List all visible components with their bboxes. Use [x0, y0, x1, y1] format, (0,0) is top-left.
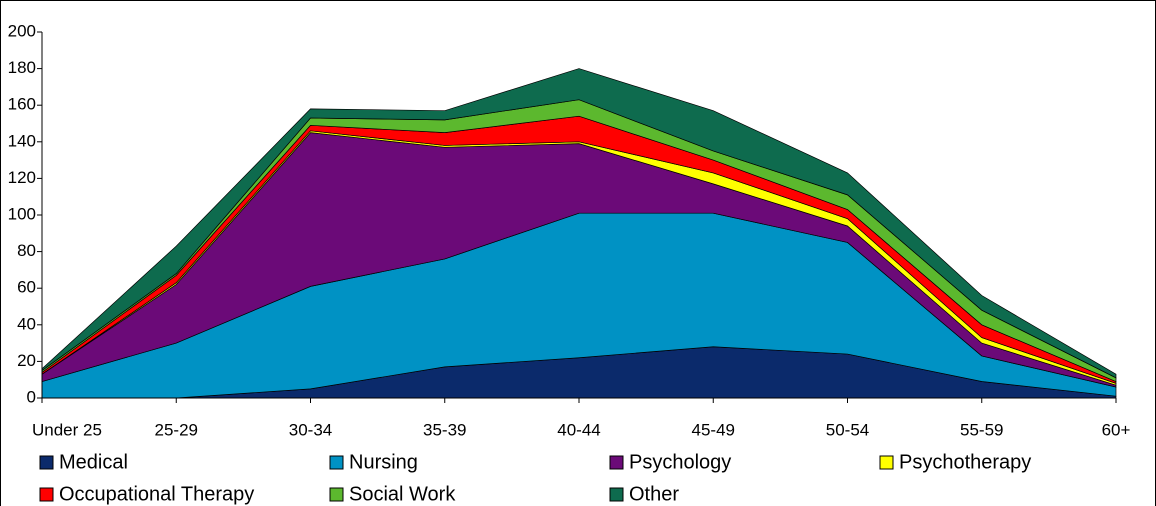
y-tick-label: 120: [8, 168, 36, 187]
legend-label: Occupational Therapy: [59, 483, 254, 505]
x-tick-label: 30-34: [289, 420, 332, 439]
legend-swatch: [609, 487, 624, 502]
x-tick-label: 25-29: [155, 420, 198, 439]
x-tick-label: Under 25: [32, 420, 102, 439]
legend-swatch: [39, 487, 54, 502]
legend-label: Psychology: [629, 451, 731, 473]
legend-label: Other: [629, 483, 679, 505]
legend: Medical Nursing Psychology Psychotherapy Occ…: [39, 451, 1031, 505]
y-tick-label: 180: [8, 58, 36, 77]
x-tick-label: 45-49: [692, 420, 735, 439]
legend-swatch: [39, 455, 54, 470]
legend-label: Psychotherapy: [899, 451, 1031, 473]
y-tick-label: 140: [8, 131, 36, 150]
legend-label: Nursing: [349, 451, 418, 473]
legend-swatch: [609, 455, 624, 470]
y-tick-label: 200: [8, 21, 36, 40]
legend-swatch: [329, 455, 344, 470]
x-tick-label: 50-54: [826, 420, 869, 439]
x-tick-label: 60+: [1102, 420, 1131, 439]
y-tick-label: 80: [17, 241, 36, 260]
y-tick-label: 160: [8, 95, 36, 114]
legend-label: Social Work: [349, 483, 456, 505]
area: [41, 68, 1117, 379]
legend-swatch: [329, 487, 344, 502]
x-tick-label: 55-59: [960, 420, 1003, 439]
y-tick-label: 100: [8, 204, 36, 223]
legend-label: Medical: [59, 451, 128, 473]
x-tick-label: 40-44: [557, 420, 600, 439]
x-tick-label: 35-39: [423, 420, 466, 439]
legend-swatch: [879, 455, 894, 470]
y-tick-label: 40: [17, 314, 36, 333]
y-tick-label: 0: [27, 387, 36, 406]
y-tick-label: 60: [17, 278, 36, 297]
y-tick-label: 20: [17, 351, 36, 370]
